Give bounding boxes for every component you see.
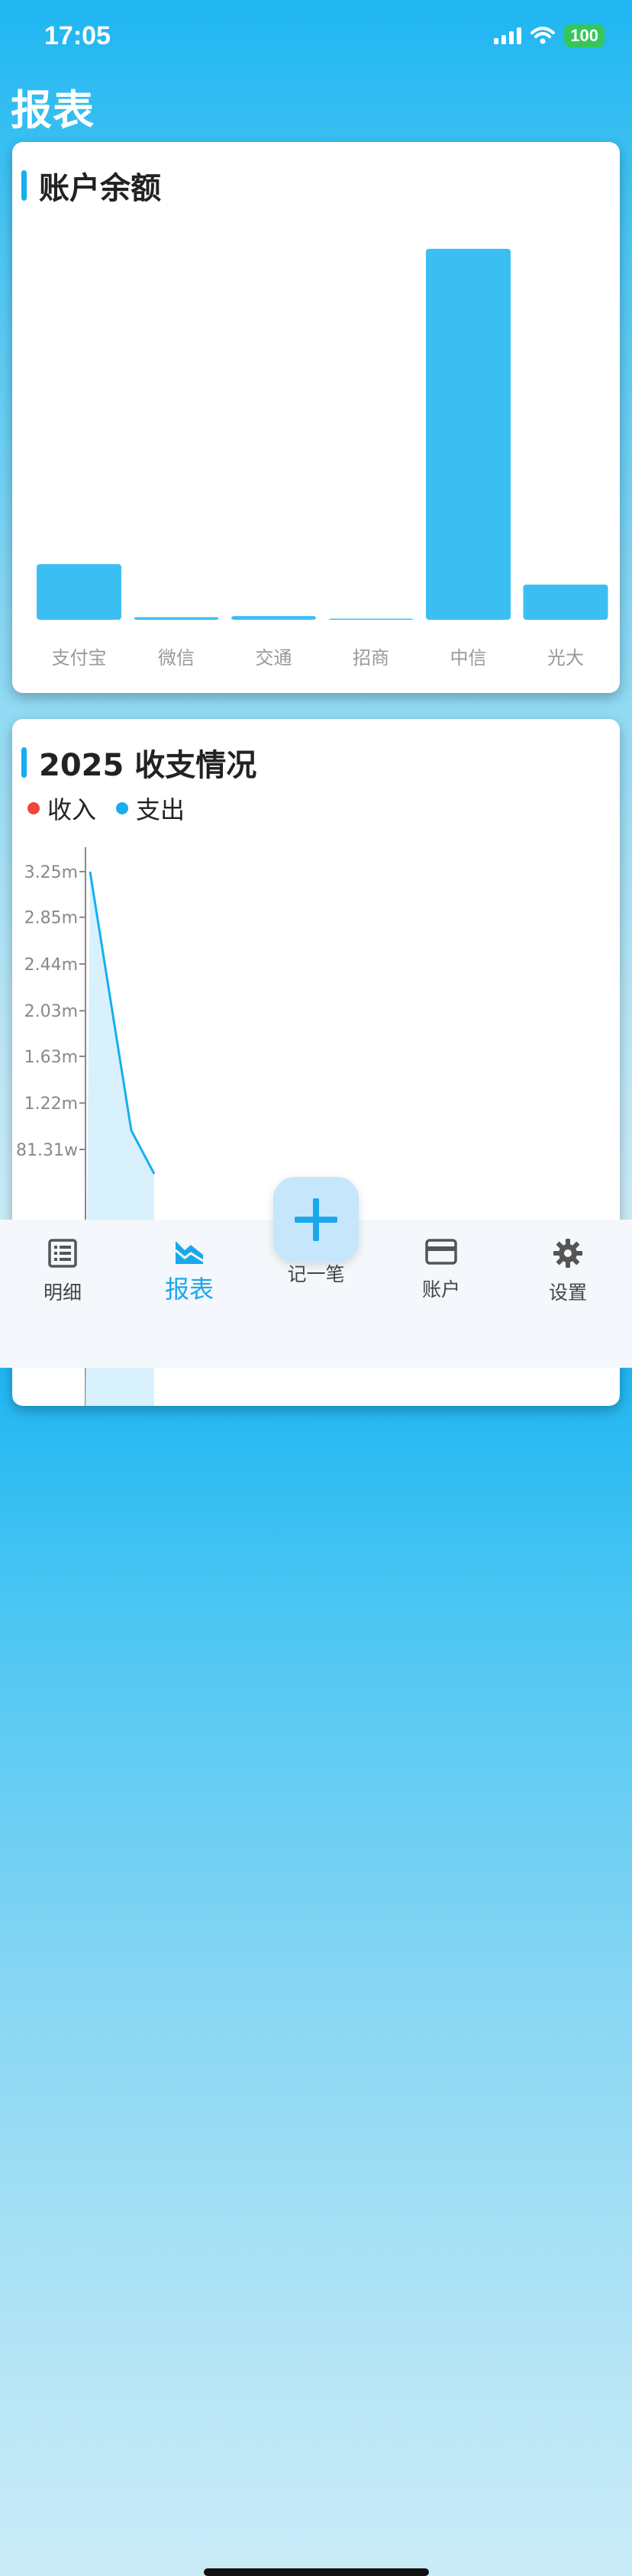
y-tick-label: 81.31w <box>16 1141 78 1160</box>
card-header: 2025 收支情况 <box>21 740 256 785</box>
tab-label: 报表 <box>164 1275 214 1304</box>
tab-label: 明细 <box>43 1282 82 1304</box>
legend-item-income[interactable]: 收入 <box>27 791 96 826</box>
chart-icon <box>175 1241 204 1264</box>
wifi-icon <box>530 27 556 44</box>
x-tick-label: 中信 <box>450 647 487 669</box>
signal-icon <box>494 27 522 44</box>
title-accent-bar <box>21 170 27 201</box>
expense-line <box>89 871 156 1175</box>
y-tick-label: 2.03m <box>24 1002 78 1021</box>
x-tick-label: 光大 <box>547 647 584 669</box>
tab-accounts[interactable]: 账户 <box>395 1238 487 1302</box>
battery-indicator: 100 <box>564 24 605 47</box>
tab-details[interactable]: 明细 <box>17 1238 108 1305</box>
list-icon <box>48 1239 77 1268</box>
bar-招商[interactable] <box>328 618 414 621</box>
y-tick-label: 1.22m <box>24 1095 78 1114</box>
tab-label: 设置 <box>548 1282 587 1304</box>
tab-reports[interactable]: 报表 <box>143 1238 235 1305</box>
x-tick-label: 招商 <box>353 647 389 669</box>
bar-光大[interactable] <box>523 584 608 620</box>
bar-微信[interactable] <box>134 617 219 620</box>
card-title: 2025 收支情况 <box>39 748 257 783</box>
status-bar: 17:05 100 <box>0 0 632 76</box>
x-tick-label: 交通 <box>256 647 292 669</box>
bar-交通[interactable] <box>231 616 316 620</box>
bar-中信[interactable] <box>426 249 511 620</box>
y-tick-label: 3.25m <box>24 863 78 882</box>
income-dot-icon <box>27 802 40 814</box>
account-balance-chart: 支付宝 微信 交通 招商 中信 光大 <box>37 249 608 669</box>
gear-icon <box>553 1239 582 1268</box>
card-header: 账户余额 <box>21 163 161 208</box>
tab-settings[interactable]: 设置 <box>522 1238 614 1305</box>
status-icons: 100 <box>494 24 605 47</box>
x-tick-label: 支付宝 <box>52 647 107 669</box>
expense-dot-icon <box>116 802 129 814</box>
y-tick-label: 2.44m <box>24 956 78 975</box>
page-title: 报表 <box>11 86 95 134</box>
y-tick-label: 1.63m <box>24 1048 78 1067</box>
card-title: 账户余额 <box>39 171 161 206</box>
legend-label: 收入 <box>47 795 97 824</box>
home-indicator <box>204 2568 429 2576</box>
legend-item-expense[interactable]: 支出 <box>116 791 185 826</box>
plus-icon <box>295 1198 337 1241</box>
add-record-button[interactable] <box>273 1177 359 1262</box>
status-time: 17:05 <box>44 21 111 50</box>
bar-支付宝[interactable] <box>37 564 121 620</box>
chart-legend: 收入 支出 <box>27 791 185 826</box>
title-accent-bar <box>21 747 27 778</box>
y-tick-label: 2.85m <box>24 909 78 928</box>
card-icon <box>425 1239 457 1265</box>
x-tick-label: 微信 <box>158 647 195 669</box>
add-record-label: 记一笔 <box>287 1263 345 1285</box>
legend-label: 支出 <box>136 795 185 824</box>
tab-label: 账户 <box>421 1278 460 1301</box>
account-balance-card: 账户余额 支付宝 微信 交通 招商 中信 光大 <box>12 142 620 693</box>
